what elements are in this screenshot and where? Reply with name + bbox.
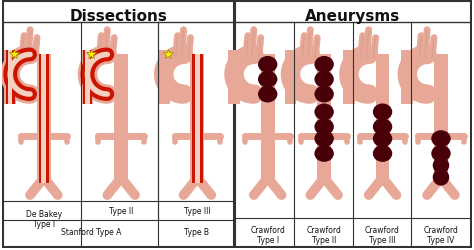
Text: De Bakey
Type I: De Bakey Type I: [26, 210, 62, 229]
Ellipse shape: [373, 118, 392, 135]
Bar: [3, 1, 234, 246]
Bar: [228, 50, 240, 104]
Bar: [8, 50, 12, 104]
Bar: [42, 54, 46, 183]
Text: Type B: Type B: [184, 228, 209, 237]
Ellipse shape: [373, 104, 392, 120]
Bar: [401, 50, 413, 104]
Bar: [375, 54, 390, 183]
Ellipse shape: [314, 56, 334, 73]
Ellipse shape: [433, 157, 449, 174]
Ellipse shape: [373, 145, 392, 162]
Ellipse shape: [431, 130, 451, 147]
Bar: [235, 1, 471, 246]
Bar: [434, 54, 448, 183]
Bar: [114, 54, 128, 183]
Text: Type III: Type III: [184, 207, 211, 216]
Ellipse shape: [258, 86, 277, 102]
Ellipse shape: [373, 130, 392, 147]
Ellipse shape: [258, 71, 277, 88]
Ellipse shape: [258, 56, 277, 73]
Ellipse shape: [433, 169, 449, 186]
Ellipse shape: [314, 118, 334, 135]
Text: Crawford
Type IV: Crawford Type IV: [424, 226, 458, 245]
Bar: [6, 50, 15, 104]
Bar: [343, 50, 355, 104]
Bar: [158, 50, 170, 104]
Ellipse shape: [431, 145, 451, 162]
Bar: [191, 54, 204, 183]
Bar: [284, 50, 296, 104]
Ellipse shape: [314, 145, 334, 162]
Ellipse shape: [314, 86, 334, 102]
Ellipse shape: [314, 130, 334, 147]
Text: Dissections: Dissections: [69, 9, 167, 24]
Ellipse shape: [314, 104, 334, 120]
Bar: [317, 54, 331, 183]
Text: Crawford
Type I: Crawford Type I: [250, 226, 285, 245]
Bar: [192, 54, 202, 183]
Bar: [261, 54, 274, 183]
Ellipse shape: [314, 71, 334, 88]
Bar: [4, 50, 16, 104]
Text: Crawford
Type III: Crawford Type III: [365, 226, 400, 245]
Bar: [37, 54, 51, 183]
Bar: [39, 54, 49, 183]
Bar: [83, 50, 92, 104]
Text: Type II: Type II: [109, 207, 133, 216]
Bar: [195, 54, 200, 183]
Text: Aneurysms: Aneurysms: [305, 9, 401, 24]
Text: Crawford
Type II: Crawford Type II: [307, 226, 342, 245]
Text: Stanford Type A: Stanford Type A: [61, 228, 122, 237]
Bar: [85, 50, 90, 104]
Bar: [82, 50, 93, 104]
